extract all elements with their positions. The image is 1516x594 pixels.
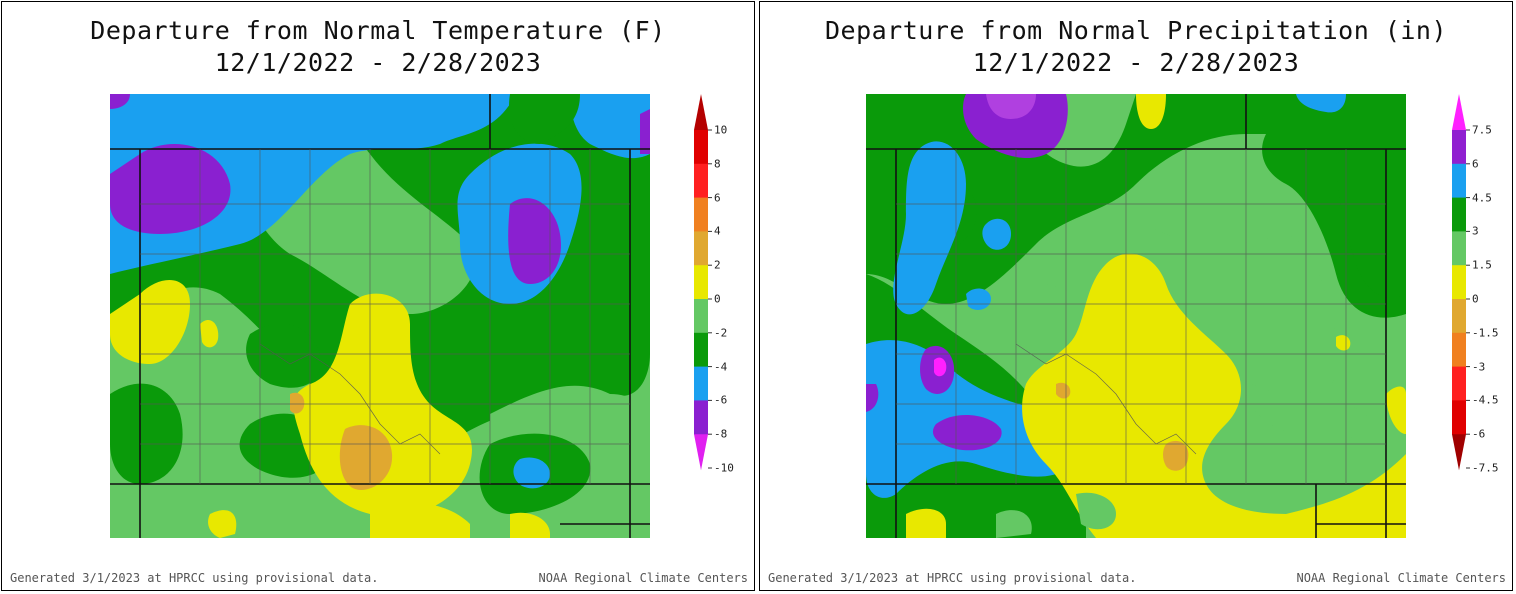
colorbar-segment — [694, 163, 708, 199]
colorbar-label: -4 — [714, 360, 728, 374]
colorbar-label: 2 — [714, 258, 721, 272]
colorbar-label: -6 — [1472, 427, 1486, 441]
temperature-panel: Departure from Normal Temperature (F) 12… — [1, 1, 755, 591]
colorbar-segment — [1452, 163, 1466, 199]
precipitation-date-range: 12/1/2022 - 2/28/2023 — [972, 48, 1300, 77]
temperature-colorbar: 10 8 6 4 2 0 -2 -4 -6 -8 -10 — [692, 94, 754, 504]
colorbar-label: 7.5 — [1472, 123, 1492, 137]
colorbar-segment — [694, 130, 708, 165]
noaa-credit: NOAA Regional Climate Centers — [538, 571, 748, 585]
colorbar-segment — [694, 366, 708, 401]
noaa-credit: NOAA Regional Climate Centers — [1296, 571, 1506, 585]
colorbar-label: 6 — [1472, 157, 1479, 171]
colorbar-segment — [1452, 130, 1466, 165]
colorbar-label: 4.5 — [1472, 191, 1492, 205]
precipitation-map — [866, 94, 1406, 538]
colorbar-segment — [1452, 299, 1466, 334]
colorbar-label: -8 — [714, 427, 728, 441]
precipitation-title: Departure from Normal Precipitation (in) — [824, 16, 1448, 45]
colorbar-top-arrow — [694, 94, 708, 130]
precipitation-panel: Departure from Normal Precipitation (in)… — [759, 1, 1513, 591]
colorbar-label: -10 — [714, 461, 734, 475]
colorbar-label: 3 — [1472, 224, 1479, 238]
precipitation-colorbar: 7.5 6 4.5 3 1.5 0 -1.5 -3 -4.5 -6 -7.5 — [1450, 94, 1512, 504]
colorbar-bottom-arrow — [1452, 434, 1466, 471]
colorbar-segment — [1452, 366, 1466, 401]
colorbar-segment — [1452, 265, 1466, 300]
colorbar-bottom-arrow — [694, 434, 708, 471]
colorbar-label: 0 — [1472, 292, 1479, 306]
colorbar-segment — [694, 332, 708, 368]
colorbar-label: -4.5 — [1472, 393, 1499, 407]
colorbar-label: 6 — [714, 191, 721, 205]
colorbar-segment — [1452, 231, 1466, 266]
colorbar-label: 10 — [714, 123, 728, 137]
temperature-map — [110, 94, 650, 538]
colorbar-top-arrow — [1452, 94, 1466, 130]
colorbar-label: -7.5 — [1472, 461, 1499, 475]
generated-note: Generated 3/1/2023 at HPRCC using provis… — [10, 571, 379, 585]
temperature-date-range: 12/1/2022 - 2/28/2023 — [214, 48, 542, 77]
colorbar-segment — [694, 400, 708, 435]
colorbar-segment — [694, 231, 708, 266]
temperature-title: Departure from Normal Temperature (F) — [90, 16, 666, 45]
colorbar-segment — [1452, 400, 1466, 435]
generated-note: Generated 3/1/2023 at HPRCC using provis… — [768, 571, 1137, 585]
colorbar-label: -6 — [714, 393, 728, 407]
colorbar-segment — [694, 299, 708, 334]
colorbar-label: -1.5 — [1472, 326, 1499, 340]
colorbar-segment — [1452, 197, 1466, 232]
colorbar-label: -2 — [714, 326, 728, 340]
colorbar-segment — [694, 197, 708, 232]
colorbar-label: 1.5 — [1472, 258, 1492, 272]
colorbar-label: 0 — [714, 292, 721, 306]
colorbar-segment — [1452, 332, 1466, 368]
colorbar-segment — [694, 265, 708, 300]
colorbar-label: 4 — [714, 224, 721, 238]
colorbar-label: -3 — [1472, 360, 1486, 374]
colorbar-label: 8 — [714, 157, 721, 171]
